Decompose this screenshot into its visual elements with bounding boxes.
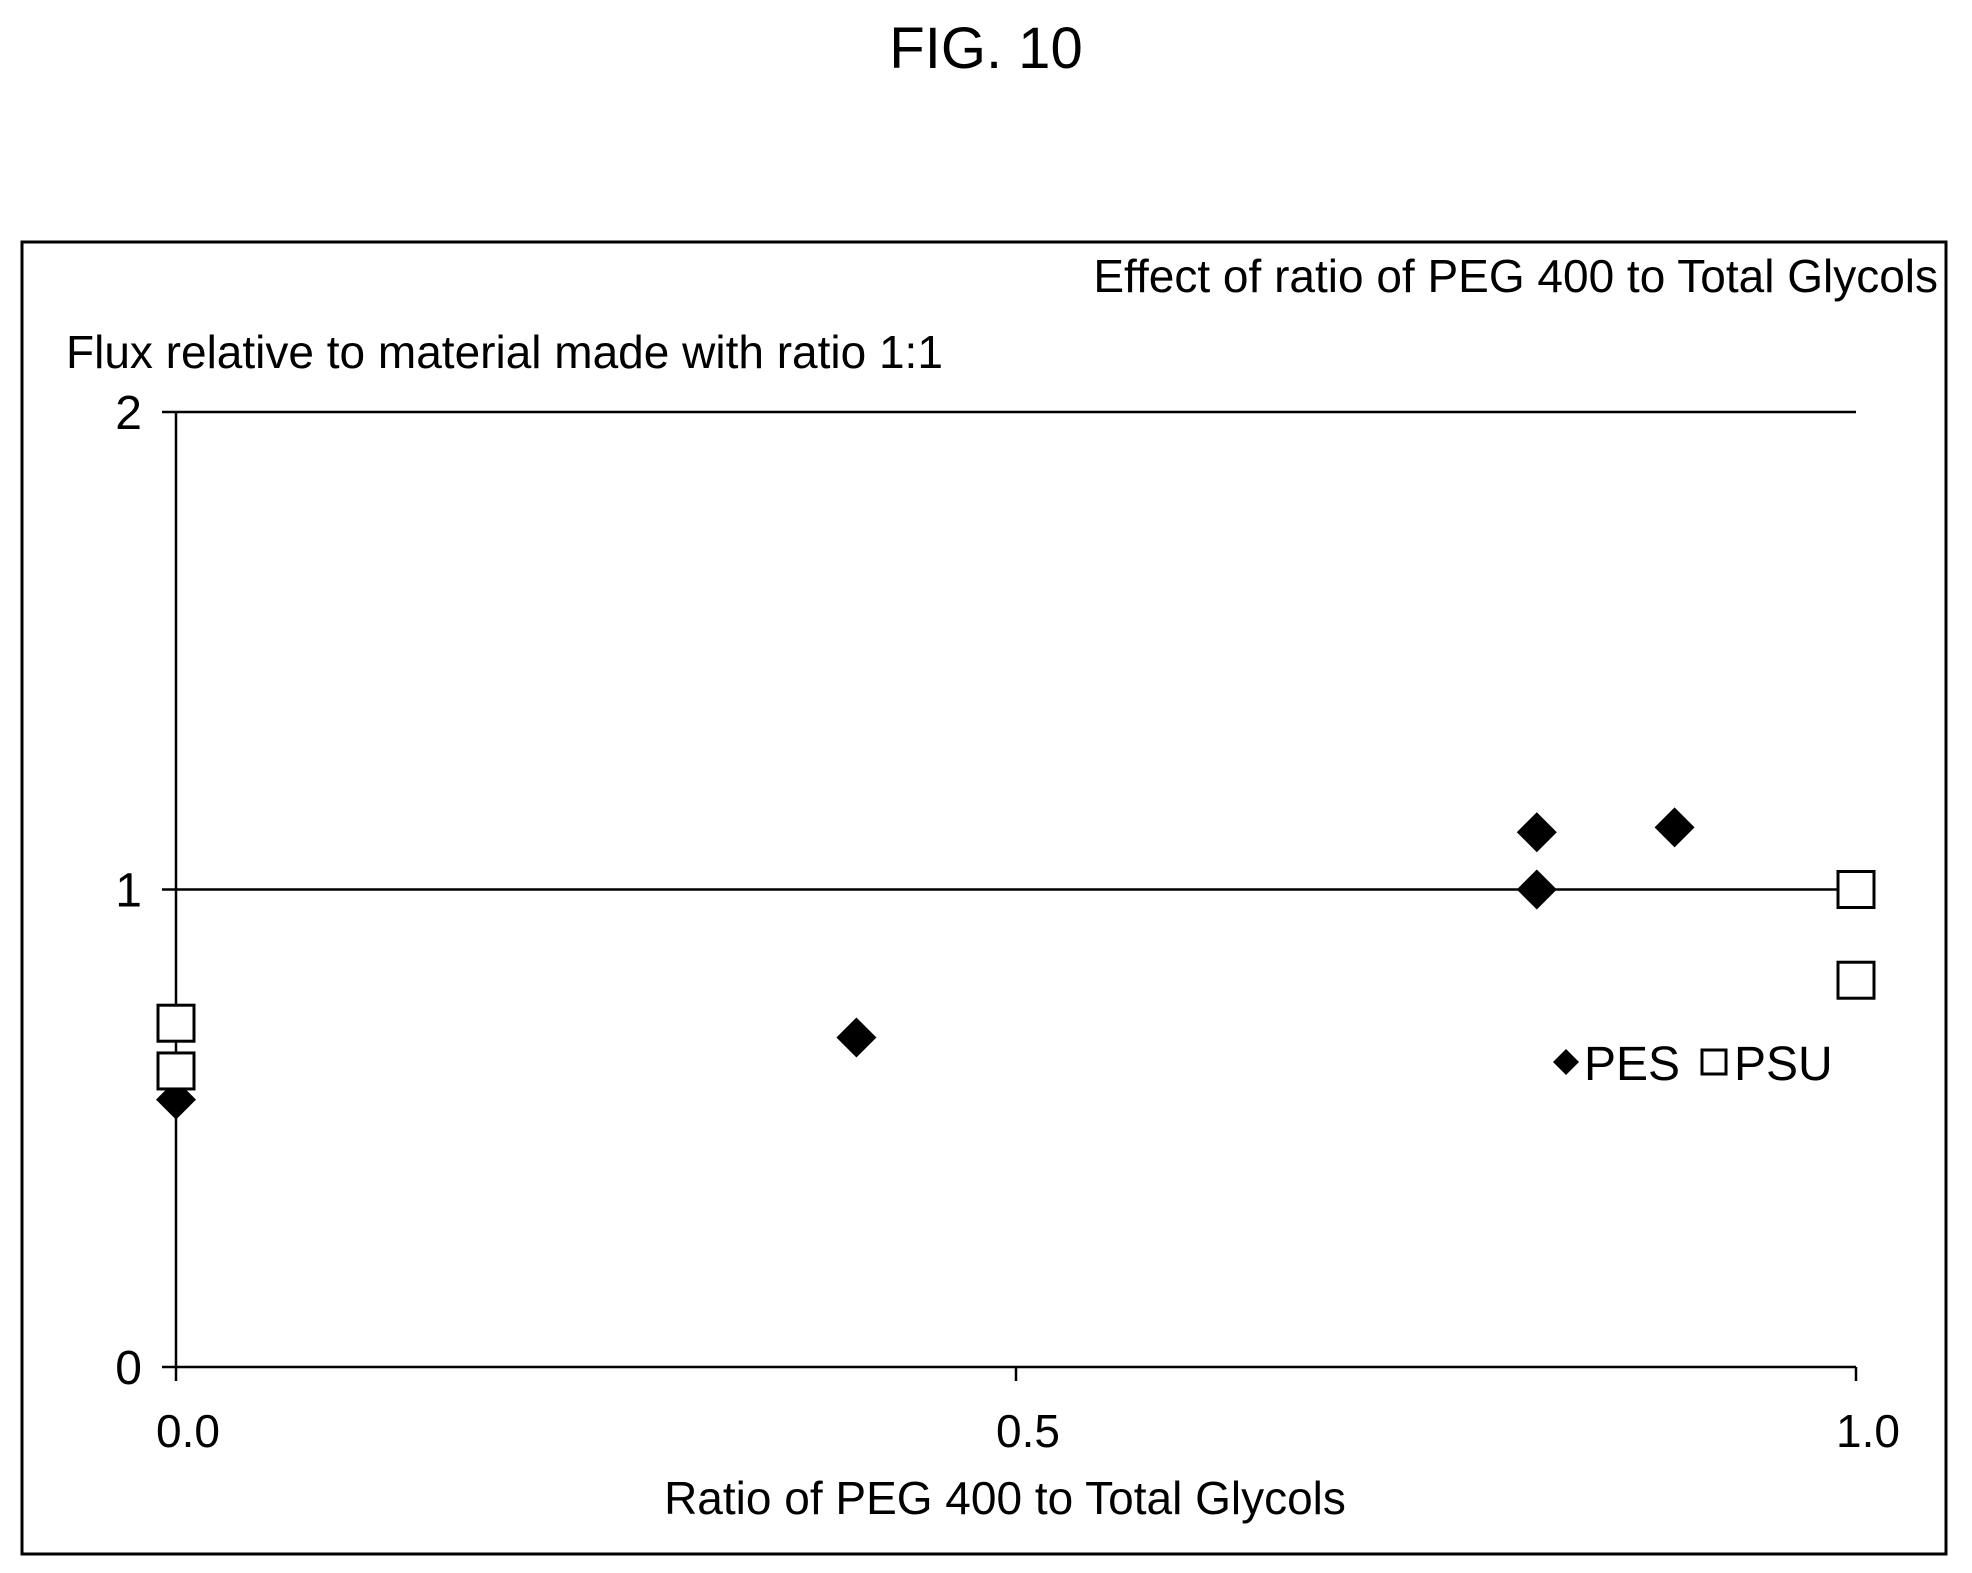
gridlines [176,410,1856,891]
y-tick-label: 2 [115,387,142,440]
point-pes [1516,812,1557,853]
point-pes [836,1017,877,1058]
point-pes [1516,869,1557,910]
legend-pes-label: PES [1584,1038,1680,1091]
x-tick-label: 0.0 [156,1405,220,1457]
x-tick-labels: 0.0 0.5 1.0 [156,1405,1900,1457]
y-tick-label: 0 [115,1342,142,1395]
y-axis-label: Flux relative to material made with rati… [66,326,943,378]
point-psu [156,1003,196,1043]
y-tick-label: 1 [115,865,142,918]
chart-title: Effect of ratio of PEG 400 to Total Glyc… [1093,250,1938,302]
x-tick-label: 0.5 [996,1405,1060,1457]
y-tick-labels: 0 1 2 [115,387,142,1395]
point-psu [1836,870,1876,909]
x-tick-label: 1.0 [1836,1405,1900,1457]
point-pes [1654,807,1695,848]
legend-pes-marker [1553,1049,1579,1075]
legend: PES PSU [1553,1038,1833,1091]
axes [162,410,1858,1381]
data-points [156,807,1876,1120]
chart-frame [20,240,1948,1556]
legend-psu-label: PSU [1734,1038,1833,1091]
figure-label: FIG. 10 [889,16,1082,81]
legend-psu-marker [1700,1048,1728,1076]
x-axis-label: Ratio of PEG 400 to Total Glycols [664,1472,1346,1524]
point-psu [1836,960,1876,1000]
point-psu [156,1051,196,1091]
